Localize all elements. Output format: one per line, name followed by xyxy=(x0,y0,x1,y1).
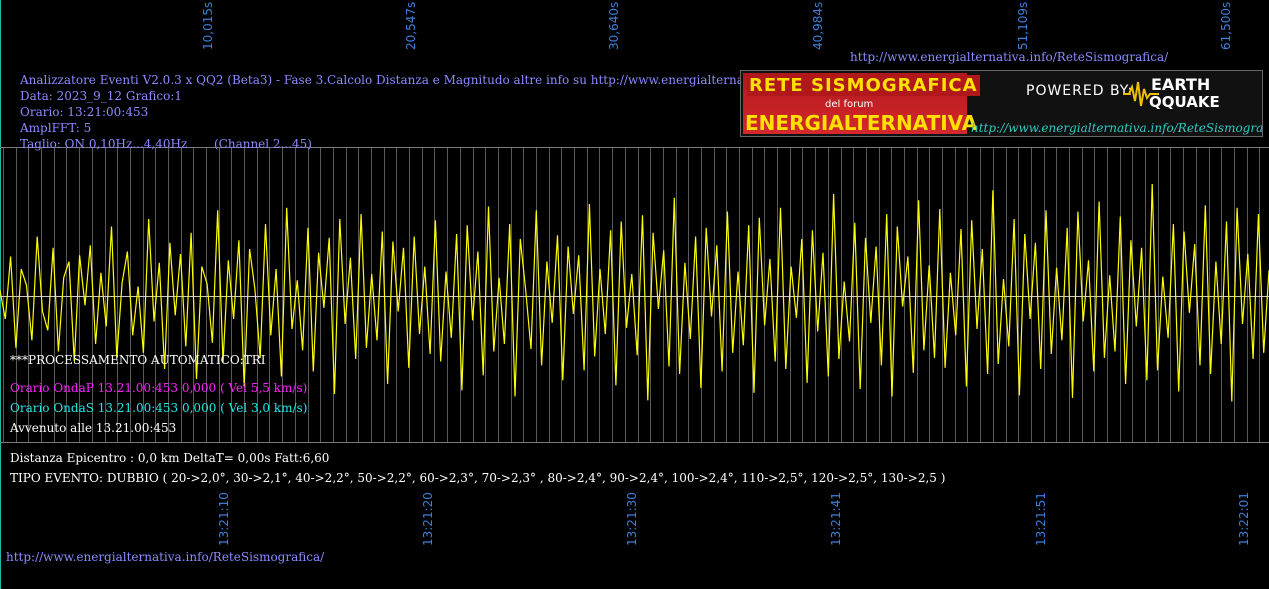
info-time: Orario: 13:21:00:453 xyxy=(20,105,149,119)
bottom-time-label: 13:21:10 xyxy=(217,492,231,546)
logo-subtitle: del forum xyxy=(825,99,874,110)
bottom-time-label: 13:21:51 xyxy=(1034,492,1048,546)
logo-title: RETE SISMOGRAFICA xyxy=(747,75,980,96)
rete-sismografica-logo[interactable]: RETE SISMOGRAFICA del forum ENERGIALTERN… xyxy=(740,70,1263,137)
tipo-evento: TIPO EVENTO: DUBBIO ( 20->2,0°, 30->2,1°… xyxy=(10,471,946,485)
powered-by-label: POWERED BY: xyxy=(1026,83,1134,99)
info-title: Analizzatore Eventi V2.0.3 x QQ2 (Beta3)… xyxy=(20,73,856,87)
top-time-label: 20,547s xyxy=(404,1,418,50)
seismic-trace xyxy=(0,183,1269,402)
vertical-gridlines xyxy=(3,148,1260,442)
bottom-time-label: 13:21:30 xyxy=(625,492,639,546)
info-block: Analizzatore Eventi V2.0.3 x QQ2 (Beta3)… xyxy=(20,72,855,152)
onda-s-time: Orario OndaS 13.21.00:453 0,000 ( Vel 3,… xyxy=(10,401,308,415)
seismograph-icon xyxy=(1123,81,1159,107)
bottom-time-label: 13:21:20 xyxy=(421,492,435,546)
avvenuto-time: Avvenuto alle 13.21.00:453 xyxy=(10,421,177,435)
info-filter: Taglio: ON 0,10Hz...4,40Hz (Channel 2...… xyxy=(20,137,312,151)
footer-url[interactable]: http://www.energialternativa.info/ReteSi… xyxy=(6,550,325,564)
top-time-label: 40,984s xyxy=(811,1,825,50)
bottom-time-label: 13:21:41 xyxy=(829,492,843,546)
top-time-label: 61,500s xyxy=(1219,1,1233,50)
distanza-epicentro: Distanza Epicentro : 0,0 km DeltaT= 0,00… xyxy=(10,451,330,465)
earth-label: EARTH xyxy=(1151,75,1211,94)
info-amplfft: AmplFFT: 5 xyxy=(20,121,92,135)
quake-label: QQUAKE xyxy=(1149,93,1220,111)
bottom-time-label: 13:22:01 xyxy=(1237,492,1251,546)
onda-p-time: Orario OndaP 13.21.00:453 0,000 ( Vel 5,… xyxy=(10,381,308,395)
logo-brand: ENERGIALTERNATIVA xyxy=(745,111,978,135)
info-date: Data: 2023_9_12 Grafico:1 xyxy=(20,89,182,103)
top-time-label: 51,109s xyxy=(1016,1,1030,50)
header-url[interactable]: http://www.energialternativa.info/ReteSi… xyxy=(850,50,1169,64)
logo-url: http://www.energialternativa.info/ReteSi… xyxy=(971,121,1263,135)
processing-auto: ***PROCESSAMENTO AUTOMATICO:TRI xyxy=(10,353,266,367)
top-time-label: 30,640s xyxy=(607,1,621,50)
top-time-label: 10,015s xyxy=(201,1,215,50)
